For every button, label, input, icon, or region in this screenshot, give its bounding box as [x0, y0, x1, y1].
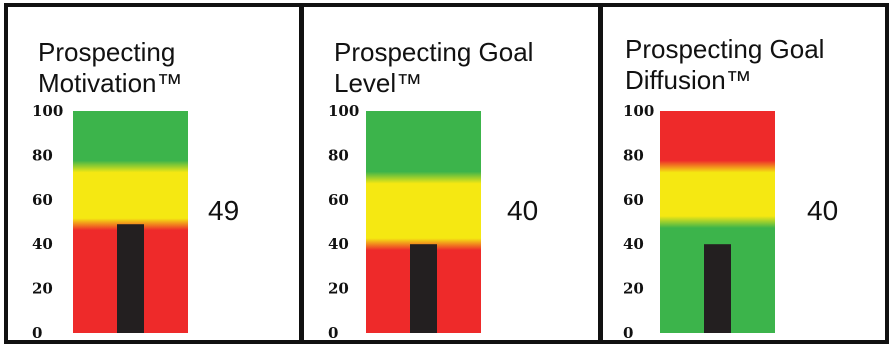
gauge-tick-label: 40 — [623, 235, 644, 253]
gauge-tick-label: 80 — [32, 146, 53, 164]
gauge-tick-label: 80 — [328, 146, 349, 164]
gauge-tick-label: 60 — [32, 191, 53, 209]
gauge-tick-label: 0 — [32, 324, 42, 340]
gauge-chart: 100 80 60 40 20 0 — [8, 7, 299, 340]
gauge-tick-label: 20 — [32, 280, 53, 298]
gauge-panel-goal-level: Prospecting Goal Level™ 100 80 60 40 20 0 40 — [304, 7, 598, 340]
gauge-value-label: 49 — [208, 195, 239, 227]
gauge-tick-label: 100 — [623, 102, 654, 120]
gauge-value-bar — [117, 224, 144, 333]
gauge-tick-label: 0 — [623, 324, 633, 340]
gauge-chart: 100 80 60 40 20 0 — [603, 7, 885, 340]
gauge-tick-label: 0 — [328, 324, 338, 340]
gauge-panel-motivation: Prospecting Motivation™ 100 80 60 40 20 0 49 — [8, 7, 299, 340]
gauge-tick-label: 20 — [623, 280, 644, 298]
gauge-value-bar — [704, 244, 731, 333]
gauge-value-bar — [410, 244, 437, 333]
gauge-value-label: 40 — [507, 195, 538, 227]
gauge-tick-label: 60 — [623, 191, 644, 209]
gauge-chart: 100 80 60 40 20 0 — [304, 7, 598, 340]
gauge-tick-label: 40 — [32, 235, 53, 253]
gauge-tick-label: 100 — [32, 102, 63, 120]
gauge-tick-label: 20 — [328, 280, 349, 298]
gauge-panel-frame: Prospecting Motivation™ 100 80 60 40 20 0 49 … — [4, 3, 889, 344]
gauge-value-label: 40 — [807, 195, 838, 227]
gauge-tick-label: 100 — [328, 102, 359, 120]
gauge-panel-goal-diffusion: Prospecting Goal Diffusion™ 100 80 60 40 20 0… — [603, 7, 885, 340]
gauge-tick-label: 40 — [328, 235, 349, 253]
gauge-tick-label: 60 — [328, 191, 349, 209]
gauge-tick-label: 80 — [623, 146, 644, 164]
